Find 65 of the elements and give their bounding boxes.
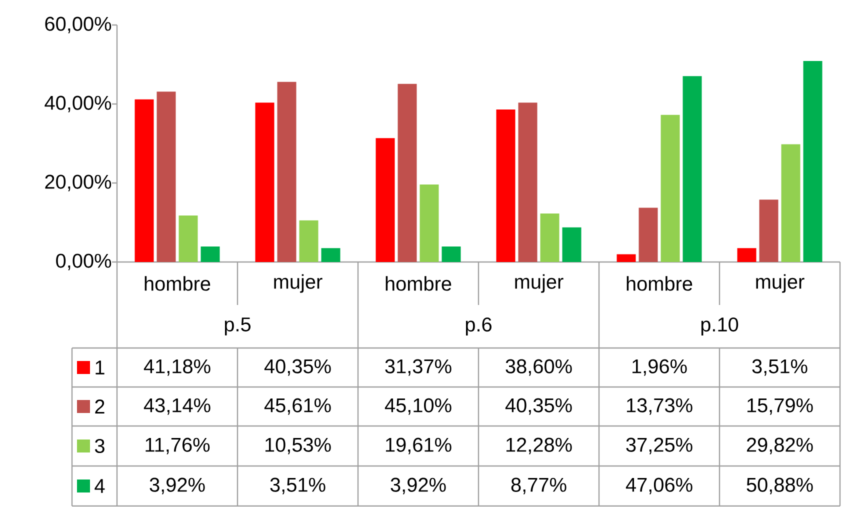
- bar: [616, 254, 636, 262]
- x-tick-label: mujer: [515, 274, 564, 293]
- legend-label: 1: [96, 360, 104, 375]
- data-label: 40,35%: [264, 359, 331, 376]
- bar: [540, 214, 560, 262]
- data-label: 41,18%: [144, 359, 210, 376]
- bar: [277, 82, 296, 262]
- bar: [156, 92, 176, 262]
- x-tick-label: hombre: [144, 276, 210, 292]
- data-label: 29,82%: [746, 438, 813, 454]
- x-tick-label: hombre: [386, 276, 452, 292]
- bar: [518, 102, 538, 262]
- data-label: 38,60%: [506, 359, 572, 376]
- legend-label: 3: [94, 439, 104, 454]
- data-label: 50,88%: [746, 478, 813, 494]
- y-tick-label: 0,00%: [56, 254, 112, 270]
- bar: [299, 220, 318, 262]
- bar: [178, 216, 198, 262]
- text: p.10: [701, 318, 738, 336]
- bar: [737, 248, 756, 262]
- data-label: 45,10%: [384, 398, 452, 415]
- bar: [376, 138, 395, 262]
- y-tick-label: 60,00%: [45, 16, 112, 34]
- y-tick-label: 40,00%: [44, 96, 112, 112]
- bar: [660, 115, 680, 262]
- bar: [200, 246, 220, 262]
- data-label: 40,35%: [505, 398, 572, 415]
- bar: [638, 208, 658, 262]
- bar: [442, 246, 461, 262]
- bar: [420, 184, 439, 262]
- data-label: 3,92%: [390, 478, 446, 494]
- bar: [682, 76, 702, 262]
- data-label: 8,77%: [511, 478, 566, 494]
- data-label: 3,92%: [150, 478, 205, 494]
- x-tick-label: mujer: [274, 274, 322, 293]
- y-tick-label: 20,00%: [45, 174, 112, 192]
- text: p.6: [466, 318, 492, 336]
- data-label: 37,25%: [626, 438, 692, 454]
- x-tick-label: mujer: [756, 274, 804, 293]
- bar: [562, 228, 582, 262]
- data-label: 15,79%: [747, 398, 813, 415]
- data-label: 47,06%: [626, 478, 692, 494]
- text: p.5: [224, 318, 251, 336]
- bar: [398, 84, 417, 262]
- bar: [781, 144, 800, 262]
- data-label: 10,53%: [265, 438, 331, 454]
- bar: [803, 61, 822, 262]
- data-label: 31,37%: [385, 359, 452, 376]
- data-label: 3,51%: [270, 478, 326, 494]
- data-label: 13,73%: [626, 398, 692, 415]
- data-label: 19,61%: [386, 438, 452, 454]
- data-label: 1,96%: [632, 359, 687, 376]
- bar: [759, 200, 778, 262]
- data-label: 12,28%: [506, 438, 572, 454]
- data-label: 3,51%: [752, 359, 808, 376]
- bar: [255, 102, 274, 262]
- data-label: 43,14%: [144, 398, 210, 415]
- legend-label: 4: [94, 479, 105, 494]
- x-tick-label: hombre: [626, 276, 692, 292]
- data-label: 11,76%: [146, 438, 210, 454]
- bar: [134, 100, 154, 262]
- legend-label: 2: [95, 400, 104, 414]
- bar: [321, 248, 340, 262]
- bar: [496, 110, 516, 262]
- data-label: 45,61%: [264, 398, 331, 415]
